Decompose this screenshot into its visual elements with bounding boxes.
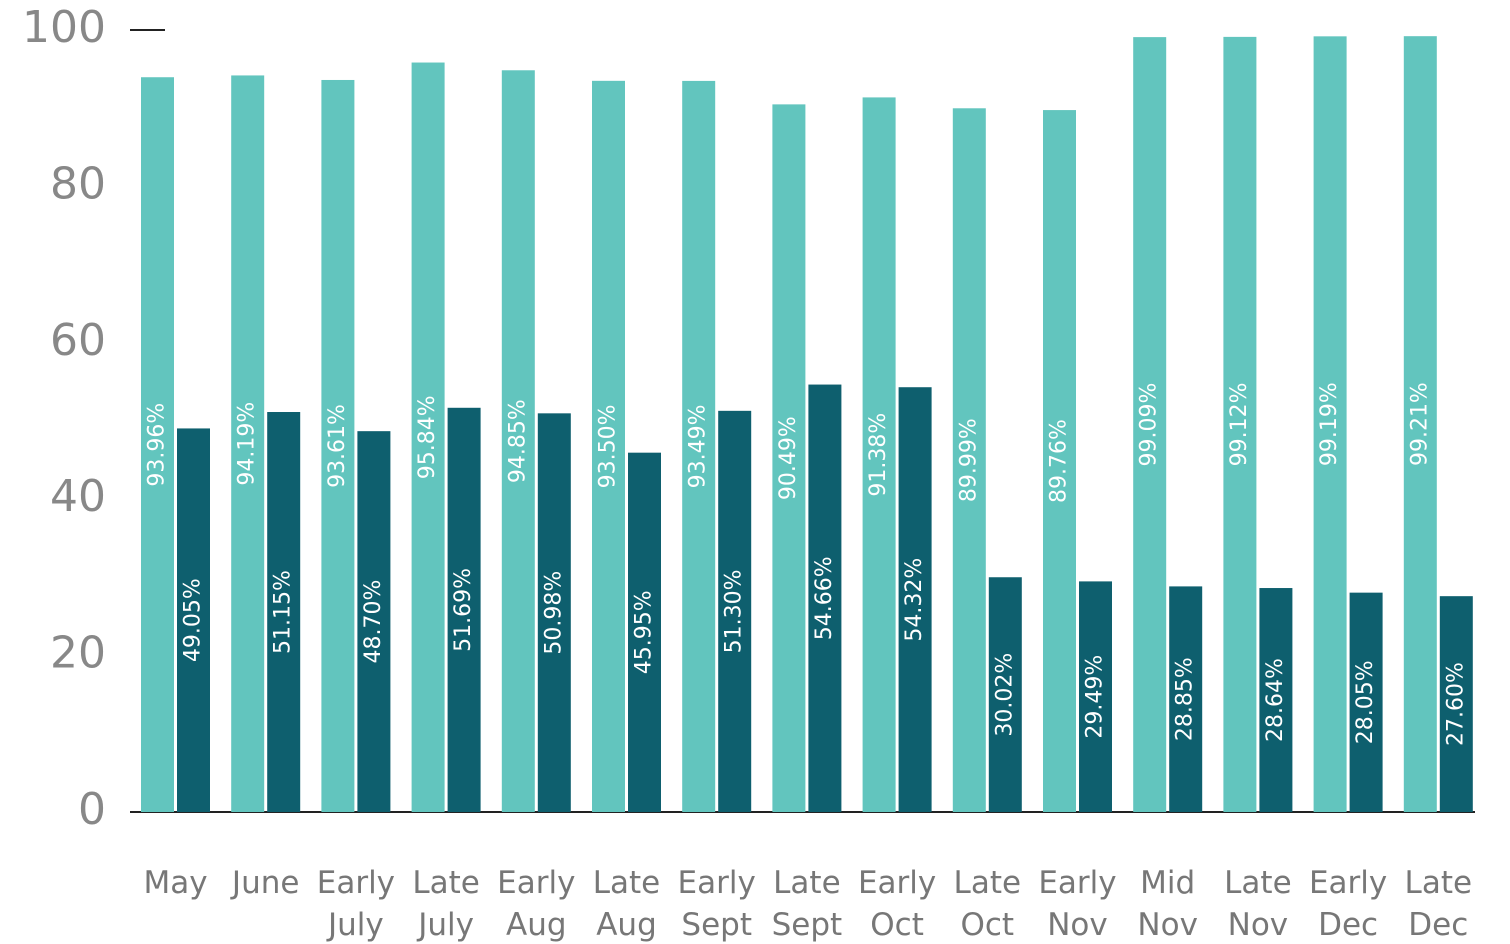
value-label: 54.32% bbox=[902, 558, 927, 642]
value-label: 99.12% bbox=[1227, 382, 1252, 466]
x-tick-label: Late July bbox=[412, 865, 480, 943]
value-label: 51.69% bbox=[451, 568, 476, 652]
value-label: 29.49% bbox=[1083, 655, 1108, 739]
x-tick-label: Late Oct bbox=[953, 865, 1022, 943]
y-tick-label: 0 bbox=[78, 784, 106, 835]
value-label: 99.09% bbox=[1137, 383, 1162, 467]
value-label: 28.85% bbox=[1173, 657, 1198, 741]
bar bbox=[1439, 596, 1473, 812]
bar bbox=[177, 428, 210, 812]
bar bbox=[411, 62, 445, 813]
bar bbox=[1259, 588, 1293, 812]
bar bbox=[1169, 586, 1203, 812]
value-label: 28.64% bbox=[1263, 658, 1288, 742]
bar bbox=[537, 413, 571, 812]
x-tick-label: June bbox=[231, 865, 300, 901]
bar bbox=[357, 431, 391, 812]
bar bbox=[447, 407, 481, 812]
x-tick-label: Late Aug bbox=[592, 865, 661, 943]
x-tick-label: Late Sept bbox=[771, 865, 843, 943]
bar bbox=[1133, 37, 1167, 812]
y-tick-label: 20 bbox=[50, 628, 106, 679]
bar bbox=[141, 77, 174, 813]
value-label: 89.76% bbox=[1047, 419, 1072, 503]
y-tick-label: 60 bbox=[50, 315, 106, 366]
value-label: 45.95% bbox=[632, 590, 657, 674]
bar bbox=[952, 108, 986, 812]
value-label: 48.70% bbox=[361, 580, 386, 664]
value-label: 94.85% bbox=[505, 399, 530, 483]
bar bbox=[321, 79, 355, 813]
bar bbox=[628, 452, 661, 812]
bar bbox=[231, 75, 265, 812]
y-tick-label: 80 bbox=[50, 158, 106, 209]
bar bbox=[772, 104, 806, 812]
bar bbox=[988, 577, 1022, 812]
value-label: 27.60% bbox=[1443, 662, 1468, 746]
value-label: 51.30% bbox=[722, 569, 747, 653]
bar bbox=[862, 97, 896, 813]
bar bbox=[898, 387, 932, 812]
value-label: 89.99% bbox=[956, 418, 981, 502]
bar bbox=[267, 412, 301, 812]
value-label: 51.15% bbox=[271, 570, 296, 654]
value-label: 93.61% bbox=[325, 404, 350, 488]
y-tick-label: 100 bbox=[22, 2, 106, 53]
bar bbox=[1223, 36, 1257, 813]
bar bbox=[1403, 36, 1437, 813]
x-tick-label: Mid Nov bbox=[1137, 865, 1198, 943]
value-label: 93.96% bbox=[145, 403, 170, 487]
x-tick-label: Late Nov bbox=[1224, 865, 1292, 943]
value-label: 93.49% bbox=[686, 405, 711, 489]
x-tick-label: Early Oct bbox=[857, 865, 937, 943]
value-label: 30.02% bbox=[992, 653, 1017, 737]
x-tick-label: Early Dec bbox=[1308, 865, 1388, 943]
x-tick-label: Early Nov bbox=[1038, 865, 1117, 943]
bar bbox=[808, 384, 842, 812]
value-label: 90.49% bbox=[776, 416, 801, 500]
value-label: 93.50% bbox=[596, 404, 621, 488]
bar bbox=[1349, 592, 1383, 812]
value-label: 54.66% bbox=[812, 556, 837, 640]
value-label: 91.38% bbox=[866, 413, 891, 497]
value-label: 95.84% bbox=[415, 395, 440, 479]
value-label: 99.19% bbox=[1317, 382, 1342, 466]
value-label: 28.05% bbox=[1353, 660, 1378, 744]
bar bbox=[718, 410, 752, 812]
x-tick-label: May bbox=[143, 865, 208, 901]
x-tick-label: Early July bbox=[316, 865, 396, 943]
x-tick-label: Late Dec bbox=[1404, 865, 1473, 943]
y-tick-label: 40 bbox=[50, 471, 106, 522]
x-tick-label: Early Sept bbox=[677, 865, 756, 943]
value-label: 50.98% bbox=[541, 571, 566, 655]
value-label: 94.19% bbox=[235, 402, 260, 486]
bar bbox=[1043, 110, 1076, 813]
value-label: 99.21% bbox=[1407, 382, 1432, 466]
bar bbox=[592, 80, 625, 812]
bar bbox=[1313, 36, 1347, 812]
bar bbox=[1079, 581, 1112, 812]
x-tick-label: Early Aug bbox=[497, 865, 576, 943]
bar bbox=[682, 80, 716, 812]
bar bbox=[501, 70, 535, 812]
value-label: 49.05% bbox=[181, 578, 206, 662]
